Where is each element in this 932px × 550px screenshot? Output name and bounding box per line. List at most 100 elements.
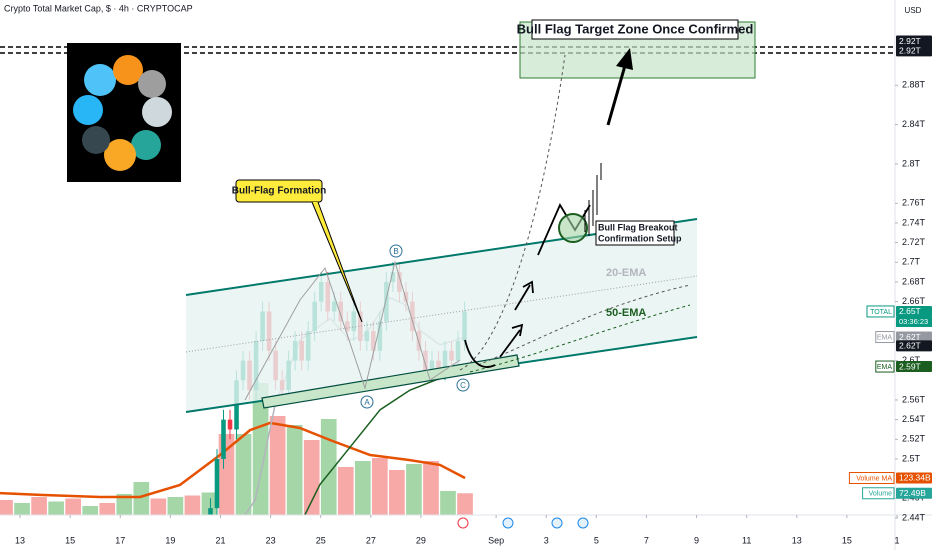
volume-bar xyxy=(133,482,150,515)
volume-bar xyxy=(14,503,30,515)
x-tick-label: 29 xyxy=(416,535,426,545)
volume-bar xyxy=(457,493,473,515)
volume-bar xyxy=(372,458,388,515)
flag-base xyxy=(261,354,520,409)
price-tag xyxy=(896,487,932,499)
y-tick-label: 2.74T xyxy=(902,217,926,227)
price-tag-label: 72.49B xyxy=(899,488,926,498)
arrow-path xyxy=(514,284,531,311)
volume-bar xyxy=(354,461,371,515)
event-icon xyxy=(457,517,469,529)
price-tag xyxy=(896,305,932,317)
y-tick-label: 2.6T xyxy=(902,355,921,365)
channel-mid xyxy=(185,275,698,353)
price-tag xyxy=(896,472,932,484)
breakout-label-box xyxy=(595,220,675,246)
price-tag xyxy=(896,331,932,343)
y-tick-label: 2.52T xyxy=(902,434,926,444)
coin xyxy=(113,55,143,85)
coin xyxy=(142,97,172,127)
target-zone-label: Bull Flag Target Zone Once Confirmed xyxy=(517,21,754,36)
volume-bar xyxy=(337,467,354,515)
target-arrow-head xyxy=(616,48,633,70)
callout-pointer xyxy=(311,201,363,323)
target-arrow xyxy=(606,61,628,126)
price-tag-label: 2.62T xyxy=(899,332,921,342)
callout-box xyxy=(235,179,323,203)
arrow-head xyxy=(522,280,534,294)
volume-bar xyxy=(31,497,47,515)
coin xyxy=(131,130,161,160)
x-tick-label: 3 xyxy=(544,535,549,545)
event-icon xyxy=(577,517,589,529)
y-tick-label: 2.72T xyxy=(902,237,926,247)
volume-bar xyxy=(303,440,320,515)
price-tag-label: 2.59T xyxy=(899,361,921,371)
x-tick-label: 19 xyxy=(165,535,175,545)
price-tag xyxy=(896,45,932,57)
arrow-head xyxy=(511,323,524,337)
volume-bar xyxy=(269,416,286,515)
tag-name-box xyxy=(866,305,895,318)
coin xyxy=(82,126,110,154)
x-tick-label: 23 xyxy=(266,535,276,545)
tag-name-box xyxy=(862,487,895,500)
x-tick-label: 11 xyxy=(742,535,751,545)
coin xyxy=(73,95,103,125)
x-tick-label: 1 xyxy=(894,535,899,545)
tag-name: Volume xyxy=(869,491,892,498)
candle-body xyxy=(208,508,213,515)
tag-name: EMA xyxy=(877,364,893,371)
candle-body xyxy=(214,458,220,509)
point-a xyxy=(360,395,374,409)
y-tick-label: 2.8T xyxy=(902,158,921,168)
y-tick-label: 2.88T xyxy=(902,80,926,90)
price-tag-label: 2.92T xyxy=(899,36,921,46)
event-icon xyxy=(551,517,563,529)
logo xyxy=(67,43,181,182)
y-tick-label: 2.68T xyxy=(902,276,926,286)
tag-name: Volume MA xyxy=(856,475,892,482)
ema-label: 20-EMA xyxy=(606,267,646,279)
tag-name: EMA xyxy=(877,334,893,341)
price-tag xyxy=(896,361,932,373)
volume-bar xyxy=(82,506,99,515)
y-tick-label: 2.84T xyxy=(902,119,926,129)
price-tag-label: 2.62T xyxy=(899,341,921,351)
price-tag-label: 2.92T xyxy=(899,46,921,56)
volume-bar xyxy=(48,501,64,515)
projection-curve xyxy=(459,54,566,371)
point-b xyxy=(389,244,403,258)
x-tick-label: 5 xyxy=(594,535,599,545)
drawings xyxy=(0,19,895,413)
price-tag xyxy=(896,35,932,47)
x-tick-label: Sep xyxy=(488,535,504,545)
volume-bar xyxy=(65,498,82,515)
ema-label: 50-EMA xyxy=(606,307,646,319)
breakout-label: Bull Flag Breakout xyxy=(598,222,678,232)
coin xyxy=(84,64,116,96)
x-tick-label: 21 xyxy=(215,535,225,545)
channel-fill xyxy=(186,219,697,412)
x-tick-label: 25 xyxy=(316,535,326,545)
breakout-circle xyxy=(558,213,588,243)
x-tick-label: 17 xyxy=(115,535,125,545)
tag-name-box xyxy=(875,331,895,344)
projected-bars xyxy=(584,163,602,236)
countdown-box xyxy=(896,316,932,327)
x-tick-label: 27 xyxy=(366,535,376,545)
point-label: B xyxy=(393,247,398,256)
abc-path xyxy=(244,260,461,401)
volume-bar xyxy=(320,419,337,515)
x-tick-label: 7 xyxy=(644,535,649,545)
event-icon xyxy=(502,517,514,529)
point-c xyxy=(456,378,470,392)
y-tick-label: 2.56T xyxy=(902,394,926,404)
target-label-box xyxy=(531,19,739,40)
tag-name: TOTAL xyxy=(870,309,892,316)
volume-bar xyxy=(389,470,405,515)
x-tick-label: 15 xyxy=(842,535,852,545)
price-tag xyxy=(896,340,932,352)
volume-bar xyxy=(184,495,201,515)
